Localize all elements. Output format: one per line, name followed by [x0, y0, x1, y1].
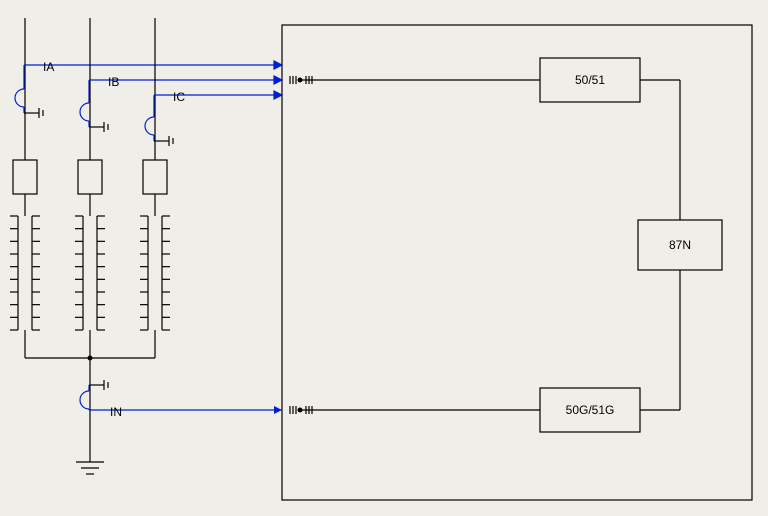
- function-diff: 87N: [638, 220, 722, 270]
- ct-label-neutral: IN: [110, 405, 122, 419]
- function-label-diff: 87N: [669, 238, 691, 252]
- breaker-B: [78, 160, 102, 194]
- ct-label: IB: [108, 75, 119, 89]
- breaker-A: [13, 160, 37, 194]
- function-label-ground: 50G/51G: [566, 403, 615, 417]
- ct-label: IA: [43, 60, 54, 74]
- function-ground: 50G/51G: [540, 388, 640, 432]
- breaker-C: [143, 160, 167, 194]
- function-phase: 50/51: [540, 58, 640, 102]
- ct-label: IC: [173, 90, 185, 104]
- function-label-phase: 50/51: [575, 73, 605, 87]
